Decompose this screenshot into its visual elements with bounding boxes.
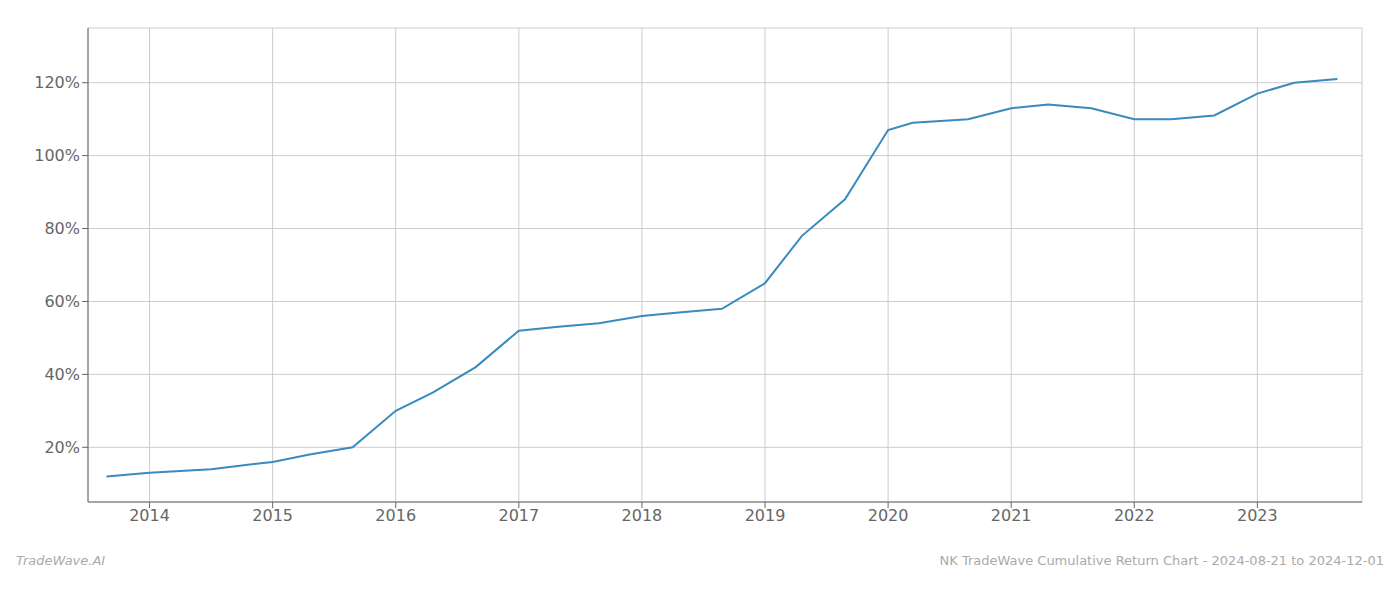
html-text:NK TradeWave Cumulative Return: NK TradeWave Cumulative Return Chart - 2… bbox=[939, 553, 1384, 568]
svg-text:2023: 2023 bbox=[1237, 506, 1278, 525]
svg-text:80%: 80% bbox=[44, 219, 80, 238]
svg-text:2017: 2017 bbox=[498, 506, 539, 525]
svg-text:2020: 2020 bbox=[868, 506, 909, 525]
svg-text:2021: 2021 bbox=[991, 506, 1032, 525]
html-text:TradeWave.AI: TradeWave.AI bbox=[16, 553, 106, 568]
svg-text:120%: 120% bbox=[34, 73, 80, 92]
svg-text:2016: 2016 bbox=[375, 506, 416, 525]
svg-text:60%: 60% bbox=[44, 292, 80, 311]
svg-text:2019: 2019 bbox=[745, 506, 786, 525]
svg-text:2015: 2015 bbox=[252, 506, 293, 525]
svg-text:20%: 20% bbox=[44, 438, 80, 457]
svg-text:2014: 2014 bbox=[129, 506, 170, 525]
svg-text:40%: 40% bbox=[44, 365, 80, 384]
svg-text:2018: 2018 bbox=[622, 506, 663, 525]
svg-text:2022: 2022 bbox=[1114, 506, 1155, 525]
svg-text:100%: 100% bbox=[34, 146, 80, 165]
